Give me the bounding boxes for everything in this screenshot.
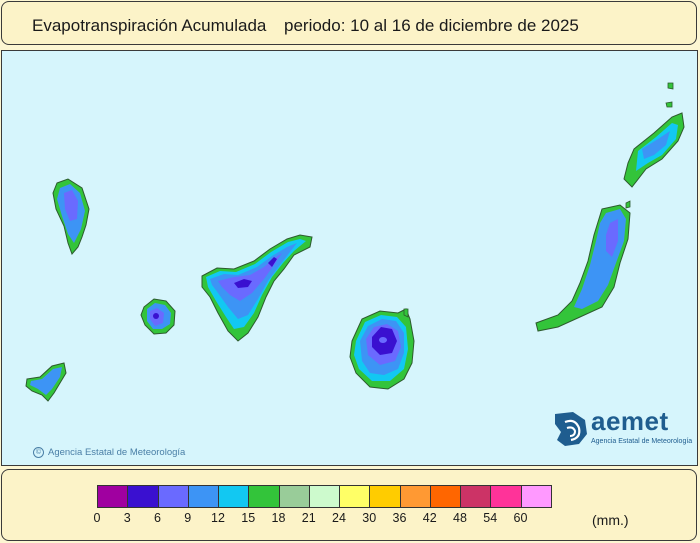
legend-tick-label: 48 (453, 511, 467, 525)
legend-swatch (399, 485, 431, 508)
island-la-palma (52, 178, 90, 255)
island-la-gomera (140, 298, 176, 335)
legend-tick-label: 60 (513, 511, 528, 525)
legend-tick-label: 3 (123, 511, 131, 525)
islands-map (25, 82, 685, 402)
legend-swatch (97, 485, 129, 508)
aemet-logo-icon (555, 412, 587, 446)
map-title: Evapotranspiración Acumulada (32, 16, 267, 35)
legend-swatch (369, 485, 401, 508)
legend-tick-label: 6 (154, 511, 161, 525)
aemet-logo: aemet Agencia Estatal de Meteorología (551, 406, 692, 452)
logo-wordmark: aemet (591, 406, 669, 436)
legend-swatch (157, 485, 189, 508)
copyright-text: Agencia Estatal de Meteorología (48, 447, 186, 458)
legend-tick-label: 18 (271, 511, 286, 525)
legend-swatch (248, 485, 280, 508)
legend-swatch (127, 485, 159, 508)
title-bar: Evapotranspiración Acumulada periodo: 10… (1, 1, 697, 45)
map-period: periodo: 10 al 16 de diciembre de 2025 (284, 16, 579, 35)
legend-swatch (187, 485, 219, 508)
island-tenerife (201, 234, 313, 342)
legend-swatch (429, 485, 461, 508)
island-lanzarote (623, 82, 685, 188)
legend-tick-label: 0 (93, 511, 101, 525)
legend-tick-label: 21 (301, 511, 316, 525)
island-fuerteventura (535, 200, 631, 332)
legend-tick-label: 12 (211, 511, 225, 525)
legend-tick-label: 42 (422, 511, 437, 525)
copyright-icon: © (33, 447, 44, 458)
island-el-hierro (25, 362, 67, 402)
legend-swatch (308, 485, 340, 508)
legend-units: (mm.) (592, 512, 629, 528)
legend-tick-label: 9 (184, 511, 192, 525)
legend-tick-label: 15 (241, 511, 256, 525)
logo-subtitle: Agencia Estatal de Meteorología (591, 438, 693, 445)
island-gran-canaria (349, 308, 415, 390)
map-area (1, 50, 698, 466)
legend-swatch (339, 485, 371, 508)
legend-color-scale (97, 485, 552, 509)
legend-swatch (460, 485, 492, 508)
copyright-notice: © Agencia Estatal de Meteorología (33, 447, 185, 458)
legend-swatch (218, 485, 250, 508)
legend-swatch (278, 485, 310, 508)
legend-tick-label: 30 (362, 511, 377, 525)
legend-tick-label: 24 (332, 511, 346, 525)
legend-tick-label: 36 (392, 511, 407, 525)
legend-tick-label: 54 (483, 511, 498, 525)
legend-swatch (520, 485, 552, 508)
legend-swatch (490, 485, 522, 508)
